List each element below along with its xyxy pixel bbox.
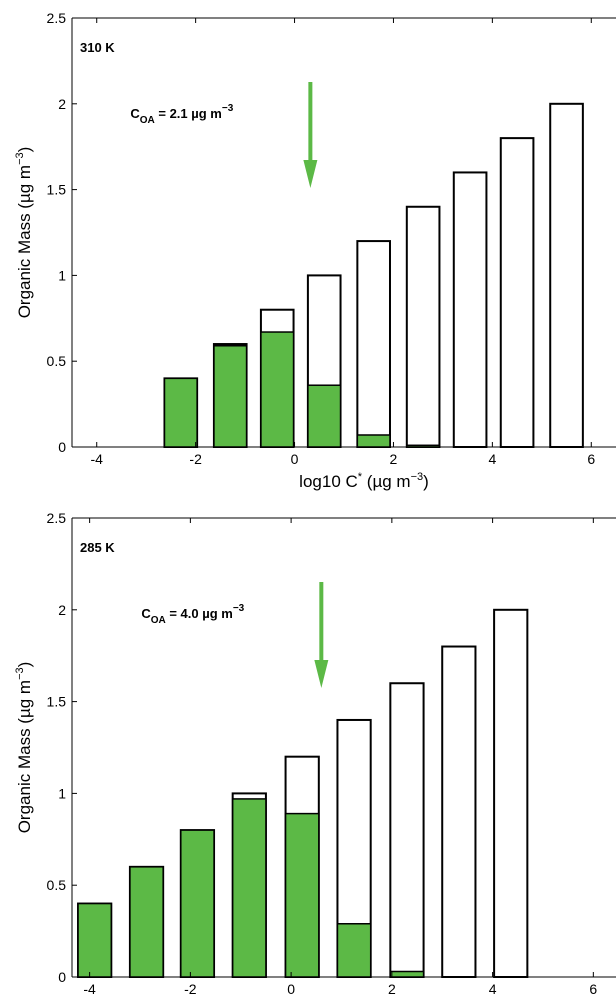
x-axis-label: log10 C* (µg m−3)	[299, 471, 429, 491]
x-label-end: )	[423, 472, 429, 491]
particle-bar	[284, 812, 320, 978]
x-tick-label: 2	[388, 981, 396, 997]
annotation-main: C	[141, 606, 151, 621]
y-tick-label: 1	[58, 267, 66, 283]
y-label-sup: −3	[14, 667, 26, 680]
y-label-main: Organic Mass (µg m	[15, 165, 34, 318]
total-bar	[441, 645, 477, 979]
y-tick-label: 2.5	[47, 10, 67, 26]
x-tick-label: -4	[91, 451, 104, 467]
y-tick-label: 1	[58, 785, 66, 801]
particle-bar	[163, 377, 198, 448]
y-tick-label: 0.5	[47, 353, 67, 369]
total-bar	[389, 682, 425, 978]
x-tick-label: 0	[291, 451, 299, 467]
y-label-end: )	[15, 147, 34, 153]
particle-bar	[180, 829, 215, 978]
particle-bar	[260, 331, 295, 448]
x-tick-label: 6	[587, 451, 595, 467]
particle-bar	[129, 866, 164, 978]
x-label-mid: (µg m	[362, 472, 411, 491]
annotation-sub: OA	[140, 115, 155, 126]
particle-bar	[77, 902, 113, 978]
y-tick-label: 2	[58, 602, 66, 618]
total-bar	[493, 608, 529, 978]
annotation-rest: = 4.0 µg m	[166, 606, 233, 621]
y-tick-label: 1.5	[47, 182, 67, 198]
y-tick-label: 2.5	[47, 510, 67, 526]
annotation-sup: −3	[233, 603, 245, 614]
particle-bar	[307, 384, 342, 448]
arrow-head	[314, 660, 329, 688]
total-bar	[405, 205, 441, 448]
annotation-sub: OA	[151, 615, 166, 626]
particle-bar	[213, 345, 248, 448]
y-label-end: )	[15, 662, 34, 668]
x-tick-label: -2	[189, 451, 202, 467]
x-tick-label: 2	[390, 451, 398, 467]
annotation: COA = 4.0 µg m−3	[141, 603, 244, 626]
y-tick-label: 2	[58, 96, 66, 112]
y-tick-label: 1.5	[47, 694, 67, 710]
x-label-main: log10 C	[299, 472, 358, 491]
x-tick-label: -2	[184, 981, 197, 997]
y-axis-label: Organic Mass (µg m−3)	[14, 662, 34, 834]
x-tick-label: 4	[489, 981, 497, 997]
particle-bar	[231, 798, 267, 978]
x-tick-label: 4	[488, 451, 496, 467]
particle-bar	[336, 923, 372, 978]
total-bar	[499, 137, 535, 448]
y-label-main: Organic Mass (µg m	[15, 680, 34, 833]
arrow-head	[303, 160, 318, 188]
annotation: COA = 2.1 µg m−3	[130, 103, 233, 126]
panel-title: 310 K	[80, 40, 115, 55]
panel-title: 285 K	[80, 540, 115, 555]
y-axis-label: Organic Mass (µg m−3)	[14, 147, 34, 319]
y-label-sup: −3	[14, 152, 26, 165]
y-tick-label: 0	[58, 439, 66, 455]
y-tick-label: 0	[58, 969, 66, 985]
annotation-main: C	[130, 106, 140, 121]
total-bar	[356, 240, 391, 448]
annotation-rest: = 2.1 µg m	[155, 106, 222, 121]
y-tick-label: 0.5	[47, 877, 67, 893]
particle-bar	[356, 434, 391, 448]
x-tick-label: 6	[589, 981, 597, 997]
annotation-sup: −3	[222, 103, 234, 114]
total-bar	[452, 171, 488, 448]
x-label-sup: *	[358, 471, 363, 483]
total-bar	[549, 102, 584, 449]
x-label-sup: −3	[411, 471, 424, 483]
x-tick-label: 0	[287, 981, 295, 997]
x-tick-label: -4	[83, 981, 96, 997]
particle-bar	[389, 970, 425, 978]
